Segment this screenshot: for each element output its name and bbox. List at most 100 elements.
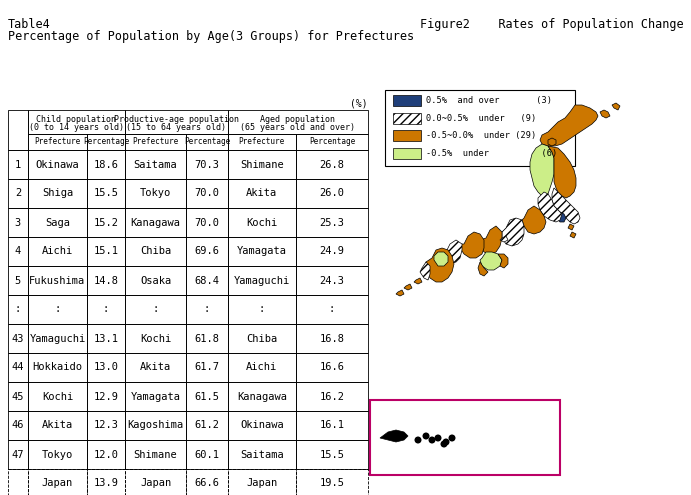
Bar	[125, 237, 186, 266]
Text: 13.1: 13.1	[93, 334, 119, 344]
Text: Japan: Japan	[42, 479, 73, 489]
Text: Yamaguchi: Yamaguchi	[30, 334, 86, 344]
Bar	[8, 295, 28, 324]
Text: 66.6: 66.6	[194, 479, 220, 489]
Text: Prefecture: Prefecture	[35, 138, 81, 147]
Bar	[8, 353, 28, 382]
Bar	[296, 179, 368, 208]
Text: :: :	[329, 304, 335, 314]
Text: 26.8: 26.8	[319, 159, 345, 169]
Bar	[296, 266, 368, 295]
Text: Shimane: Shimane	[240, 159, 284, 169]
Text: Aichi: Aichi	[42, 247, 73, 256]
Bar	[8, 469, 28, 495]
Bar	[393, 148, 421, 159]
Text: Akita: Akita	[246, 189, 277, 198]
Bar	[296, 353, 368, 382]
Bar	[125, 469, 186, 495]
Text: 44: 44	[12, 362, 24, 373]
Bar	[28, 134, 87, 150]
Text: Osaka: Osaka	[140, 276, 171, 286]
Text: 2: 2	[15, 189, 21, 198]
Bar	[125, 208, 186, 237]
Bar	[8, 237, 28, 266]
Text: Kochi: Kochi	[140, 334, 171, 344]
Text: Okinawa: Okinawa	[36, 159, 79, 169]
Text: 61.5: 61.5	[194, 392, 220, 401]
Text: 61.8: 61.8	[194, 334, 220, 344]
Text: 26.0: 26.0	[319, 189, 345, 198]
Bar	[296, 150, 368, 179]
Text: Yamaguchi: Yamaguchi	[234, 276, 290, 286]
Text: 0.5%  and over       (3): 0.5% and over (3)	[426, 96, 552, 105]
Bar	[186, 382, 227, 411]
Bar	[28, 324, 87, 353]
Bar	[186, 266, 227, 295]
Text: Kochi: Kochi	[42, 392, 73, 401]
Bar	[125, 353, 186, 382]
Bar	[296, 208, 368, 237]
Text: Saitama: Saitama	[134, 159, 178, 169]
Bar	[227, 295, 296, 324]
Bar	[227, 134, 296, 150]
Text: Kanagawa: Kanagawa	[237, 392, 287, 401]
Polygon shape	[434, 252, 448, 266]
Text: 3: 3	[15, 217, 21, 228]
Bar	[8, 382, 28, 411]
Text: 12.0: 12.0	[93, 449, 119, 459]
Bar	[8, 150, 28, 179]
Text: 13.0: 13.0	[93, 362, 119, 373]
Bar	[28, 208, 87, 237]
Bar	[87, 382, 125, 411]
Bar	[186, 324, 227, 353]
Text: :: :	[258, 304, 265, 314]
Text: Kagoshima: Kagoshima	[127, 420, 184, 431]
Text: 15.2: 15.2	[93, 217, 119, 228]
Text: Aged population: Aged population	[261, 114, 335, 123]
Polygon shape	[396, 290, 404, 296]
Text: 69.6: 69.6	[194, 247, 220, 256]
Bar	[28, 440, 87, 469]
Text: 12.9: 12.9	[93, 392, 119, 401]
Bar	[227, 324, 296, 353]
Bar	[186, 295, 227, 324]
Text: 14.8: 14.8	[93, 276, 119, 286]
Text: -0.5%  under          (6): -0.5% under (6)	[426, 149, 557, 158]
Text: Productive-age population: Productive-age population	[114, 114, 239, 123]
Text: 15.5: 15.5	[319, 449, 345, 459]
Bar	[227, 208, 296, 237]
Polygon shape	[442, 240, 462, 264]
Polygon shape	[502, 218, 524, 246]
Text: 16.8: 16.8	[319, 334, 345, 344]
Text: 16.1: 16.1	[319, 420, 345, 431]
Text: 45: 45	[12, 392, 24, 401]
Bar	[87, 208, 125, 237]
Circle shape	[422, 433, 430, 440]
Text: (65 years old and over): (65 years old and over)	[240, 122, 355, 132]
Bar	[28, 411, 87, 440]
Bar	[87, 266, 125, 295]
Text: Kochi: Kochi	[246, 217, 277, 228]
Bar	[125, 110, 227, 134]
Text: 5: 5	[15, 276, 21, 286]
Circle shape	[428, 437, 435, 444]
Text: Table4: Table4	[8, 18, 50, 31]
Text: 24.9: 24.9	[319, 247, 345, 256]
Text: 15.5: 15.5	[93, 189, 119, 198]
Polygon shape	[600, 110, 610, 118]
Text: Japan: Japan	[246, 479, 277, 489]
Text: 70.0: 70.0	[194, 189, 220, 198]
Bar	[296, 469, 368, 495]
Bar	[296, 440, 368, 469]
Bar	[186, 179, 227, 208]
Bar	[28, 295, 87, 324]
Bar	[393, 130, 421, 142]
Text: (0 to 14 years old): (0 to 14 years old)	[29, 122, 124, 132]
Text: 0.0~0.5%  under   (9): 0.0~0.5% under (9)	[426, 114, 536, 123]
Text: Percentage of Population by Age(3 Groups) for Prefectures: Percentage of Population by Age(3 Groups…	[8, 30, 414, 43]
Bar	[296, 237, 368, 266]
Bar	[227, 266, 296, 295]
Polygon shape	[552, 188, 580, 224]
Text: 15.1: 15.1	[93, 247, 119, 256]
Bar	[28, 237, 87, 266]
